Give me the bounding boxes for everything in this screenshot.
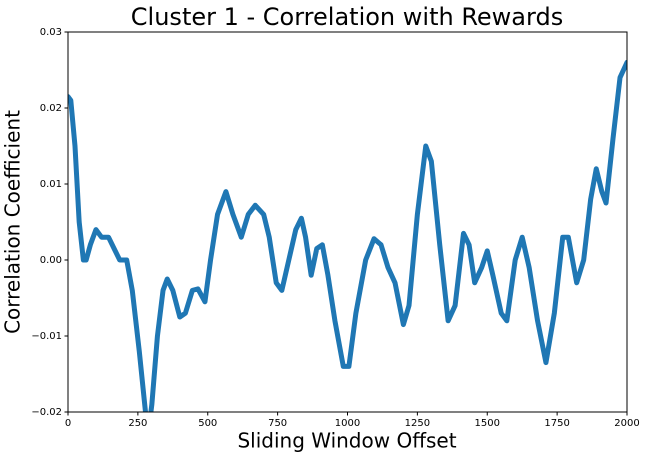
y-tick-label: −0.01 xyxy=(31,331,62,342)
x-tick-label: 2000 xyxy=(614,418,639,429)
line xyxy=(68,59,627,412)
plot-area xyxy=(68,59,627,412)
y-tick-label: 0.00 xyxy=(40,255,62,266)
y-tick-label: −0.02 xyxy=(31,407,62,418)
x-tick-label: 1500 xyxy=(475,418,500,429)
x-tick-label: 500 xyxy=(198,418,217,429)
y-tick-label: 0.01 xyxy=(40,179,62,190)
y-tick-label: 0.02 xyxy=(40,103,62,114)
y-tick-label: 0.03 xyxy=(40,27,62,38)
x-tick-label: 750 xyxy=(268,418,287,429)
x-tick-label: 250 xyxy=(128,418,147,429)
x-axis-label: Sliding Window Offset xyxy=(237,429,456,453)
x-tick-label: 1750 xyxy=(544,418,569,429)
x-tick-label: 1000 xyxy=(335,418,360,429)
y-axis-label: Correlation Coefficient xyxy=(1,110,25,334)
x-tick-label: 1250 xyxy=(405,418,430,429)
x-tick-label: 0 xyxy=(65,418,71,429)
chart-title: Cluster 1 - Correlation with Rewards xyxy=(131,3,563,31)
